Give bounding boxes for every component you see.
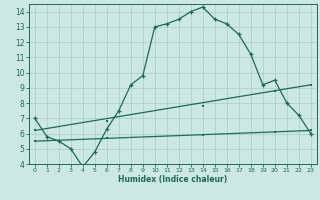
X-axis label: Humidex (Indice chaleur): Humidex (Indice chaleur) [118,175,228,184]
